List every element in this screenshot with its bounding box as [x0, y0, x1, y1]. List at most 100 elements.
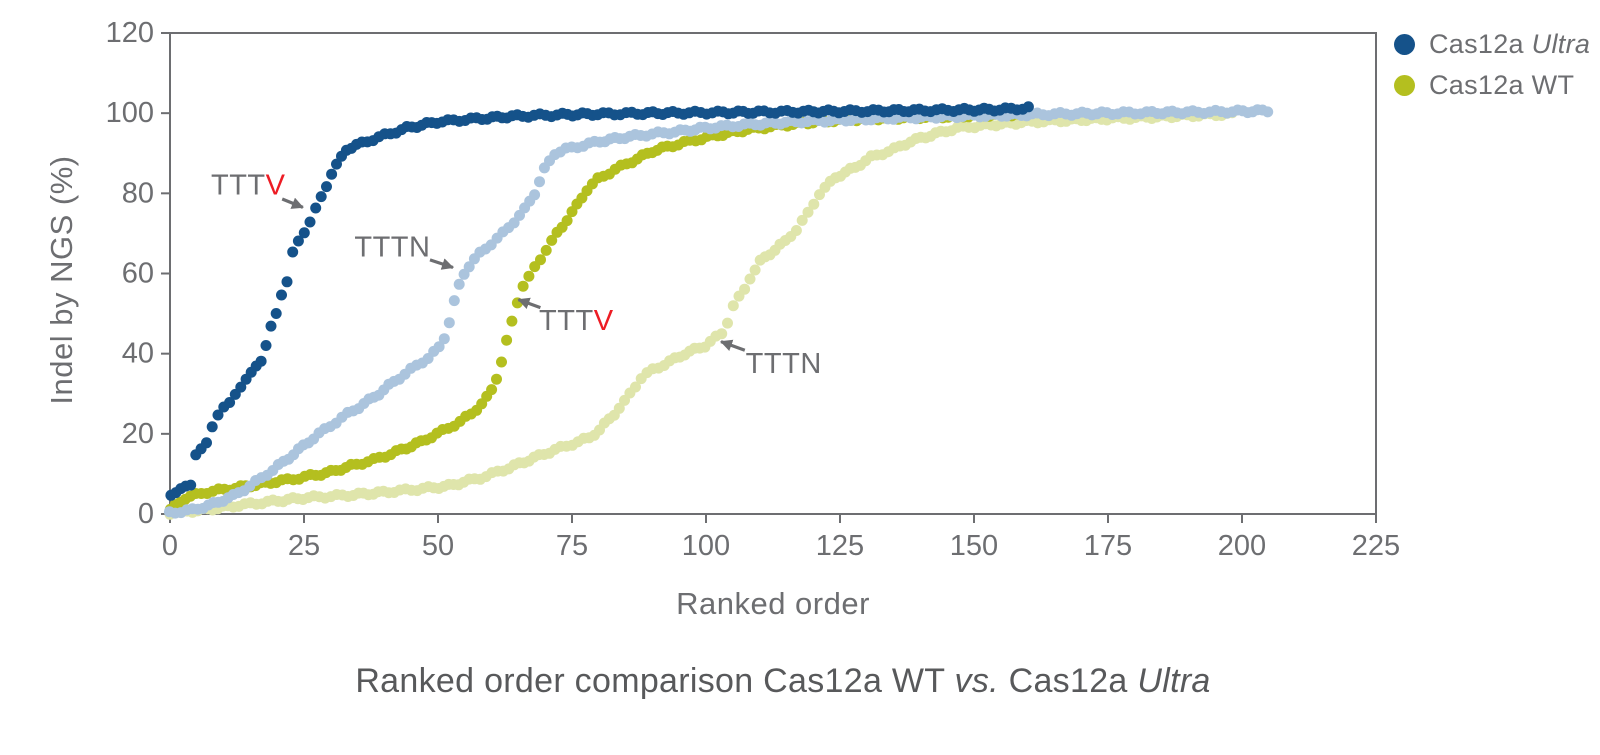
data-point: [304, 216, 316, 228]
series-cas12a-ultra-tttv: [165, 101, 1034, 501]
data-point: [486, 384, 498, 396]
data-point: [739, 283, 751, 295]
data-point: [496, 356, 507, 368]
data-point: [535, 254, 546, 266]
data-point: [453, 278, 465, 290]
caption-text: Cas12a: [998, 662, 1138, 700]
data-point: [315, 191, 327, 203]
data-point: [630, 381, 641, 393]
data-point: [1022, 101, 1034, 113]
plot-border: [169, 32, 1377, 515]
y-axis-title: Indel by NGS (%): [44, 155, 79, 405]
annotation-tttn-wt: TTTN: [720, 339, 822, 380]
data-point: [298, 227, 310, 239]
data-point: [546, 234, 558, 246]
x-tick-label: 50: [422, 530, 454, 562]
x-tick-label: 0: [162, 530, 178, 562]
data-point: [517, 280, 529, 292]
annotation-arrow: [517, 297, 541, 310]
data-point: [276, 289, 287, 301]
data-point: [255, 355, 267, 367]
x-tick-label: 25: [288, 530, 320, 562]
data-point: [212, 409, 224, 421]
data-point: [790, 225, 802, 236]
caption-text: vs.: [954, 662, 999, 700]
data-point: [206, 421, 218, 433]
x-tick-label: 225: [1352, 530, 1400, 562]
x-tick-label: 125: [816, 530, 864, 562]
figure-caption: Ranked order comparison Cas12a WT vs. Ca…: [0, 662, 1566, 701]
y-tick-label: 120: [106, 17, 154, 49]
annotation-arrow: [720, 339, 746, 352]
annotation-label: TTTN: [746, 348, 822, 380]
y-tick-label: 20: [122, 418, 154, 450]
x-tick-label: 200: [1218, 530, 1266, 562]
ranked-order-chart: 0 20 40 60 80 100 120 0 25 50 75 100 125 150 175 200 225…: [106, 17, 1401, 562]
data-point: [722, 317, 733, 329]
data-point: [331, 158, 342, 170]
data-point: [1262, 106, 1274, 118]
data-point: [534, 176, 545, 188]
data-point: [281, 276, 293, 288]
caption-text: Ultra: [1137, 662, 1211, 700]
legend-label: Cas12a WT: [1429, 70, 1575, 100]
data-point: [235, 381, 247, 393]
data-point: [506, 315, 518, 327]
data-point: [438, 333, 450, 345]
caption-text: Ranked order comparison Cas12a WT: [355, 662, 955, 700]
data-point: [802, 206, 814, 218]
data-point: [491, 373, 502, 385]
annotation-label: TTTV: [539, 305, 614, 337]
annotation-tttv-ultra: TTTV: [211, 169, 304, 209]
data-point: [201, 437, 212, 449]
legend: Cas12a Ultra Cas12a WT: [1394, 24, 1590, 106]
data-point: [260, 340, 272, 351]
data-point: [463, 261, 475, 273]
data-point: [727, 300, 739, 312]
legend-dot: [1394, 75, 1415, 96]
data-point: [613, 402, 625, 414]
annotation-label: TTTN: [354, 231, 430, 263]
data-point: [749, 264, 761, 276]
data-point: [310, 202, 322, 214]
x-tick-label: 100: [682, 530, 730, 562]
data-point: [326, 168, 338, 180]
legend-label: Cas12a Ultra: [1429, 29, 1591, 59]
y-tick-label: 40: [122, 338, 154, 370]
y-tick-label: 100: [106, 97, 154, 129]
series-cas12a-wt-tttn: [164, 107, 1238, 520]
legend-item: Cas12a WT: [1394, 65, 1590, 106]
data-point: [716, 328, 728, 340]
x-tick-label: 75: [556, 530, 588, 562]
data-point: [796, 214, 808, 226]
annotation-arrow: [429, 258, 454, 270]
annotation-label: TTTV: [211, 169, 286, 201]
data-point: [265, 320, 277, 332]
x-tick-label: 150: [950, 530, 998, 562]
legend-dot: [1394, 34, 1415, 55]
data-point: [287, 246, 299, 258]
x-axis-title: Ranked order: [676, 586, 870, 621]
y-tick-label: 0: [138, 498, 154, 530]
series-cas12a-ultra-tttn: [163, 104, 1274, 519]
data-point: [270, 308, 282, 319]
data-point: [501, 334, 513, 346]
data-point: [443, 317, 455, 329]
data-point: [433, 341, 445, 353]
data-point: [224, 397, 236, 408]
data-point: [540, 244, 552, 256]
data-point: [744, 273, 756, 285]
annotation-tttv-wt: TTTV: [517, 297, 614, 337]
data-point: [529, 189, 541, 201]
y-tick-label: 80: [122, 177, 154, 209]
annotation-tttn-ultra: TTTN: [354, 231, 454, 270]
legend-item: Cas12a Ultra: [1394, 24, 1590, 65]
annotation-arrow: [281, 197, 304, 209]
x-tick-label: 175: [1084, 530, 1132, 562]
data-point: [523, 270, 535, 282]
data-point: [321, 181, 332, 193]
data-point: [561, 215, 573, 227]
data-point: [292, 235, 304, 247]
data-point: [185, 479, 197, 491]
